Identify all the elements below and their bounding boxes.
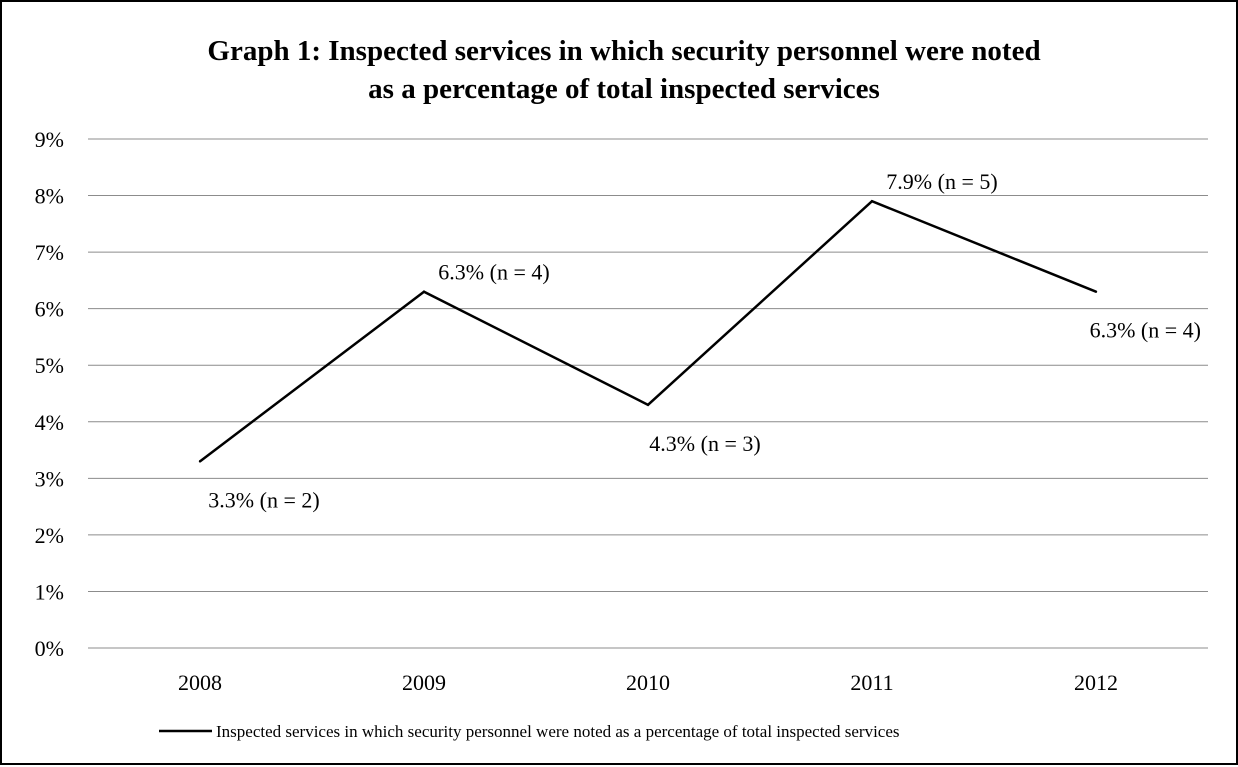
data-point bbox=[646, 403, 650, 407]
y-tick-label: 0% bbox=[35, 636, 64, 661]
data-point bbox=[198, 460, 202, 463]
chart-title-line-2: as a percentage of total inspected servi… bbox=[368, 73, 880, 105]
y-tick-label: 3% bbox=[35, 466, 64, 491]
series-line bbox=[199, 199, 1097, 463]
x-tick-label: 2010 bbox=[626, 670, 670, 695]
x-tick-label: 2009 bbox=[402, 670, 446, 695]
y-tick-label: 4% bbox=[35, 410, 64, 435]
y-axis-ticks: 0% 1% 2% 3% 4% 5% 6% 7% 8% 9% bbox=[35, 127, 64, 661]
data-point bbox=[870, 200, 874, 203]
data-point bbox=[422, 290, 426, 293]
data-label: 3.3% (n = 2) bbox=[208, 487, 319, 512]
data-label: 6.3% (n = 4) bbox=[438, 260, 549, 285]
y-tick-label: 7% bbox=[35, 240, 64, 265]
x-tick-label: 2008 bbox=[178, 670, 222, 695]
legend-label: Inspected services in which security per… bbox=[216, 722, 900, 741]
chart-title: Graph 1: Inspected services in which sec… bbox=[207, 35, 1040, 105]
chart-title-line-1: Graph 1: Inspected services in which sec… bbox=[207, 35, 1040, 67]
x-tick-label: 2012 bbox=[1074, 670, 1118, 695]
data-labels: 3.3% (n = 2) 6.3% (n = 4) 4.3% (n = 3) 7.9%… bbox=[208, 169, 1201, 512]
y-tick-label: 6% bbox=[35, 297, 64, 322]
gridlines bbox=[88, 138, 1208, 649]
y-tick-label: 2% bbox=[35, 523, 64, 548]
legend: Inspected services in which security per… bbox=[159, 722, 900, 741]
y-tick-label: 1% bbox=[35, 579, 64, 604]
data-label: 4.3% (n = 3) bbox=[649, 431, 760, 456]
data-point bbox=[1094, 290, 1098, 293]
y-tick-label: 8% bbox=[35, 184, 64, 209]
x-tick-label: 2011 bbox=[850, 670, 893, 695]
data-label: 6.3% (n = 4) bbox=[1090, 318, 1201, 343]
y-tick-label: 5% bbox=[35, 353, 64, 378]
series-group bbox=[198, 199, 1098, 463]
y-tick-label: 9% bbox=[35, 127, 64, 152]
x-axis-ticks: 2008 2009 2010 2011 2012 bbox=[178, 670, 1118, 695]
data-label: 7.9% (n = 5) bbox=[886, 169, 997, 194]
